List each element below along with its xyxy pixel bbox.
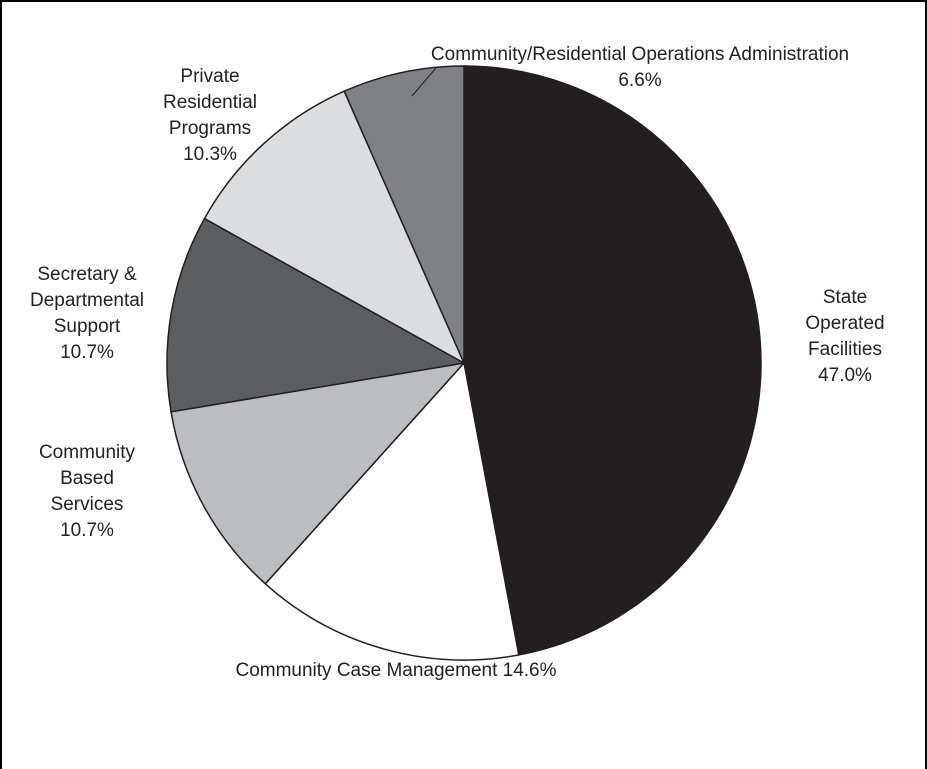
slice-category-label: Services — [51, 494, 124, 515]
slice-value-label: 10.7% — [60, 520, 114, 541]
slice-label-private-residential-programs: Private Residential Programs 10.3% — [163, 66, 257, 165]
pie-slice-secretary-departmental-support — [166, 217, 467, 413]
slice-label-community-residential-operations-administration: Community/Residential Operations Adminis… — [431, 44, 849, 91]
slice-category-label: Support — [54, 316, 121, 337]
slice-category-label: State — [823, 287, 867, 308]
slice-value-label: 47.0% — [818, 365, 872, 386]
slice-category-label: Based — [60, 468, 114, 489]
slice-category-label: Residential — [163, 92, 257, 113]
leader-line — [411, 67, 437, 97]
slice-category-label: Facilities — [808, 339, 882, 360]
slice-category-label: Community Case Management 14.6% — [235, 660, 556, 681]
pie-slice-state-operated-facilities — [463, 65, 762, 656]
slice-label-secretary-departmental-support: Secretary & Departmental Support 10.7% — [30, 264, 144, 363]
pie-slice-private-residential-programs — [203, 90, 466, 365]
slice-category-label: Operated — [805, 313, 884, 334]
slice-value-label: 10.7% — [60, 342, 114, 363]
slice-value-label: 6.6% — [618, 70, 661, 91]
pie-slices — [166, 65, 762, 661]
slice-label-community-case-management: Community Case Management 14.6% — [235, 660, 556, 681]
slice-category-label: Community/Residential Operations Adminis… — [431, 44, 849, 65]
slice-value-label: 10.3% — [183, 144, 237, 165]
slice-category-label: Programs — [169, 118, 251, 139]
slice-category-label: Private — [180, 66, 239, 87]
slice-category-label: Departmental — [30, 290, 144, 311]
pie-labels: State Operated Facilities 47.0% Community Ca… — [30, 44, 885, 681]
slice-label-community-based-services: Community Based Services 10.7% — [39, 442, 136, 541]
slice-category-label: Community — [39, 442, 136, 463]
slice-category-label: Secretary & — [37, 264, 137, 285]
pie-slice-community-residential-operations-administration — [343, 65, 465, 364]
slice-label-state-operated-facilities: State Operated Facilities 47.0% — [805, 287, 884, 386]
pie-slice-community-based-services — [170, 361, 466, 585]
pie-slice-community-case-management — [264, 361, 520, 661]
